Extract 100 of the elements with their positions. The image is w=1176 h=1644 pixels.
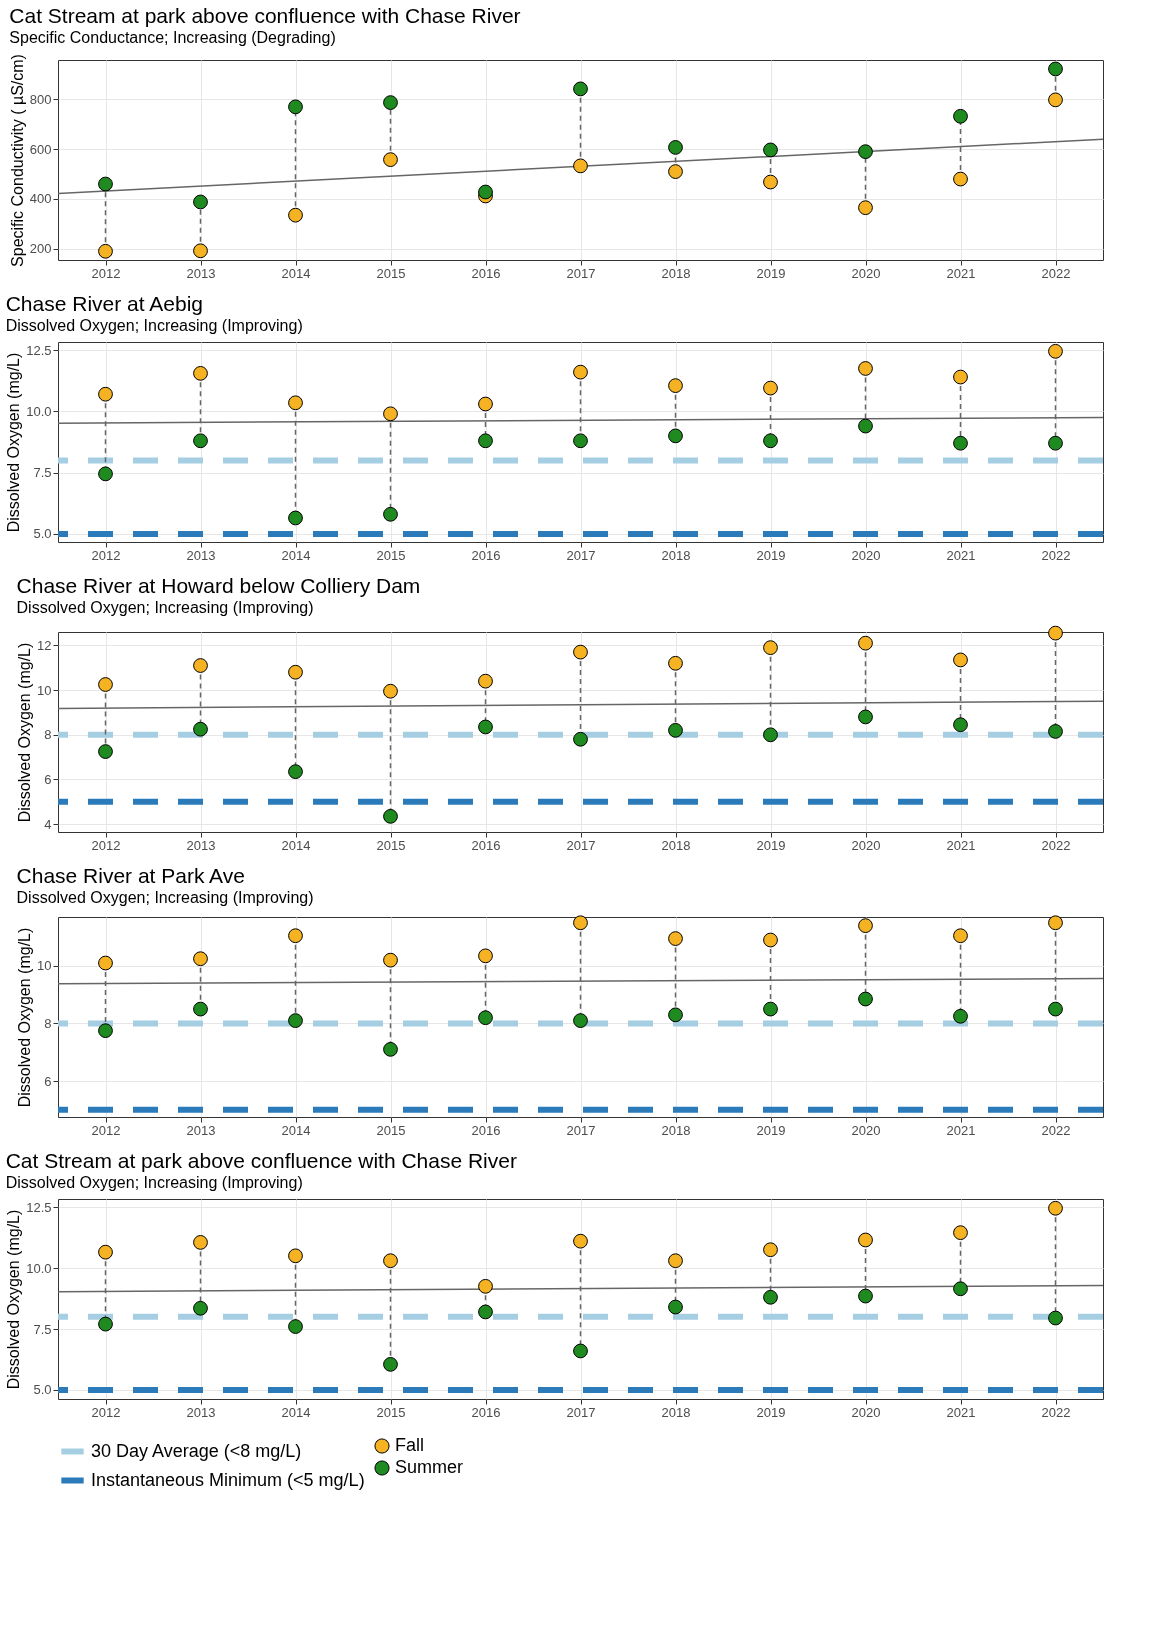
point xyxy=(668,1007,683,1023)
point xyxy=(573,81,588,97)
point xyxy=(668,1299,683,1315)
point xyxy=(288,1319,303,1334)
legend-label: Summer xyxy=(395,1457,464,1477)
point xyxy=(288,1013,303,1028)
x-tick-label: 2014 xyxy=(281,547,311,563)
point xyxy=(478,948,493,964)
point xyxy=(98,243,113,259)
point xyxy=(478,396,493,412)
point xyxy=(478,719,493,735)
x-tick-label: 2015 xyxy=(376,547,406,563)
x-tick-label: 2018 xyxy=(661,1122,691,1138)
point xyxy=(478,184,493,200)
point xyxy=(288,207,303,223)
y-tick-label: 10 xyxy=(37,682,52,698)
x-tick-label: 2022 xyxy=(1041,1122,1071,1138)
x-tick-label: 2020 xyxy=(851,1122,881,1138)
x-tick-label: 2016 xyxy=(471,1404,501,1420)
point xyxy=(953,171,968,187)
chart-title: Cat Stream at park above confluence with Chase River xyxy=(9,3,521,27)
point xyxy=(858,635,873,651)
y-tick-label: 4 xyxy=(44,816,52,832)
point xyxy=(383,95,398,110)
y-tick-label: 600 xyxy=(29,141,52,157)
x-tick-label: 2018 xyxy=(661,547,691,563)
point xyxy=(383,406,398,422)
point xyxy=(288,928,303,944)
point xyxy=(1048,61,1063,77)
point xyxy=(953,652,968,668)
y-tick-label: 200 xyxy=(29,241,52,257)
point xyxy=(858,709,873,725)
x-tick-label: 2012 xyxy=(91,265,121,281)
point xyxy=(953,108,968,124)
x-tick-label: 2016 xyxy=(471,265,501,281)
point xyxy=(98,466,113,482)
x-tick-label: 2020 xyxy=(851,265,881,281)
point xyxy=(573,1233,588,1249)
x-tick-label: 2012 xyxy=(91,837,121,853)
point xyxy=(478,1278,493,1294)
y-tick-label: 7.5 xyxy=(33,465,52,481)
point xyxy=(858,991,873,1007)
point xyxy=(573,731,588,747)
y-tick-label: 8 xyxy=(44,1015,52,1031)
x-tick-label: 2018 xyxy=(661,837,691,853)
point xyxy=(288,99,303,115)
point xyxy=(668,722,683,738)
point xyxy=(953,435,968,451)
point xyxy=(668,164,683,179)
point xyxy=(193,1235,208,1250)
point xyxy=(193,433,208,449)
point xyxy=(383,152,398,167)
point xyxy=(763,727,778,743)
y-tick-label: 5.0 xyxy=(33,526,52,542)
chart-title: Cat Stream at park above confluence with Chase River xyxy=(5,1149,517,1172)
y-tick-label: 10.0 xyxy=(26,403,52,419)
point xyxy=(383,1042,398,1057)
y-axis-title: Dissolved Oxygen (mg/L) xyxy=(16,927,34,1108)
point xyxy=(763,380,778,396)
point xyxy=(478,1010,493,1026)
x-tick-label: 2019 xyxy=(756,837,786,853)
point xyxy=(98,677,113,692)
point xyxy=(668,655,683,671)
x-tick-label: 2022 xyxy=(1041,547,1071,563)
x-tick-label: 2013 xyxy=(186,1122,216,1138)
point xyxy=(193,721,208,737)
point xyxy=(858,1232,873,1248)
point xyxy=(288,510,303,526)
point xyxy=(858,418,873,434)
legend-label: Instantaneous Minimum (<5 mg/L) xyxy=(91,1469,365,1490)
point xyxy=(478,1304,493,1320)
x-tick-label: 2020 xyxy=(851,1404,881,1420)
point xyxy=(668,378,683,394)
y-tick-label: 12.5 xyxy=(26,1199,52,1215)
x-tick-label: 2017 xyxy=(566,837,596,853)
point xyxy=(193,1001,208,1017)
chart-title: Chase River at Aebig xyxy=(5,292,203,315)
x-tick-label: 2021 xyxy=(946,547,976,563)
legend-label: 30 Day Average (<8 mg/L) xyxy=(91,1440,302,1461)
y-tick-label: 10.0 xyxy=(26,1260,52,1276)
point xyxy=(763,640,778,656)
point xyxy=(763,142,778,158)
point xyxy=(478,433,493,449)
y-tick-label: 12 xyxy=(37,637,52,653)
y-axis-title: Specific Conductivity ( µS/cm) xyxy=(8,54,26,267)
y-axis-title: Dissolved Oxygen (mg/L) xyxy=(5,352,23,533)
point xyxy=(288,1248,303,1264)
point xyxy=(193,658,208,673)
point xyxy=(763,174,778,190)
point xyxy=(193,194,208,210)
point xyxy=(1048,1310,1063,1326)
x-tick-label: 2021 xyxy=(946,837,976,853)
point xyxy=(288,395,303,411)
point xyxy=(478,673,493,689)
x-tick-label: 2019 xyxy=(756,547,786,563)
point xyxy=(953,1008,968,1024)
point xyxy=(953,1281,968,1297)
x-tick-label: 2016 xyxy=(471,547,501,563)
point xyxy=(858,1288,873,1304)
chart-subtitle: Specific Conductance; Increasing (Degrading) xyxy=(9,28,336,46)
